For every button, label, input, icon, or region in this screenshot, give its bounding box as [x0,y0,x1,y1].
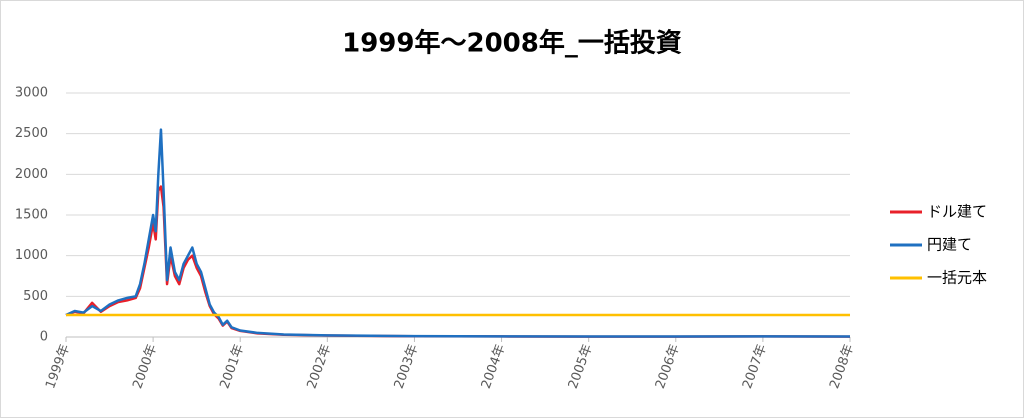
y-tick-label: 2000 [15,167,48,182]
y-tick-label: 1500 [15,208,48,223]
legend-label: 一括元本 [927,269,987,287]
y-tick-label: 3000 [15,86,48,101]
chart-title: 1999年～2008年_一括投資 [342,28,682,59]
legend-label: ドル建て [927,203,987,221]
y-tick-label: 1000 [15,248,48,263]
series-line [65,128,851,338]
y-tick-label: 500 [23,289,48,304]
legend-label: 円建て [927,236,972,254]
y-tick-label: 2500 [15,126,48,141]
y-tick-label: 0 [40,330,48,345]
